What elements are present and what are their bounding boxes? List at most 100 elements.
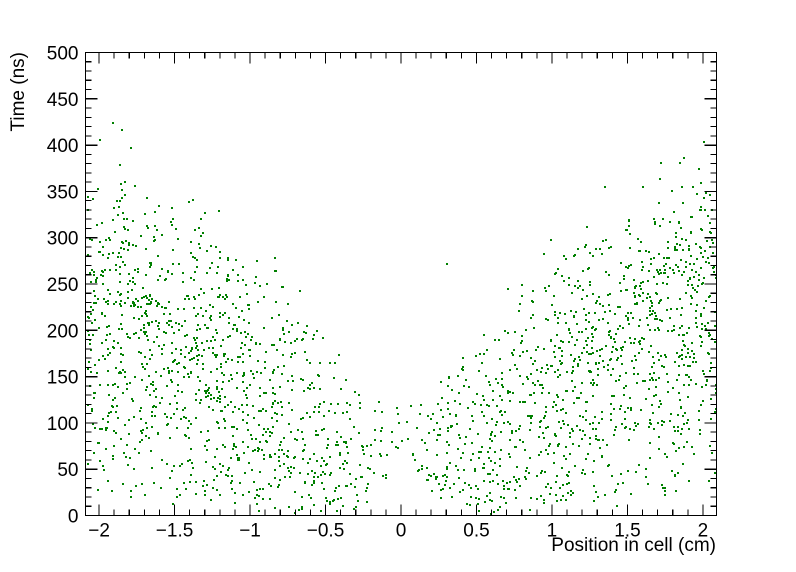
data-point [673, 443, 675, 445]
data-point [640, 288, 642, 290]
data-point [143, 324, 145, 326]
data-point [519, 375, 521, 377]
data-point [102, 418, 104, 420]
data-point [238, 316, 240, 318]
data-point [313, 480, 315, 482]
data-point [632, 317, 634, 319]
data-point [210, 398, 212, 400]
data-point [691, 216, 693, 218]
data-point [259, 387, 261, 389]
data-point [212, 306, 214, 308]
data-point [602, 318, 604, 320]
data-point [127, 249, 129, 251]
data-point [496, 405, 498, 407]
data-point [224, 446, 226, 448]
data-point [572, 366, 574, 368]
data-point [265, 431, 267, 433]
data-point [154, 211, 156, 213]
data-point [138, 452, 140, 454]
data-point [366, 487, 368, 489]
data-point [192, 199, 194, 201]
data-point [582, 430, 584, 432]
data-point [144, 312, 146, 314]
data-point [579, 415, 581, 417]
data-point [614, 491, 616, 493]
data-point [567, 492, 569, 494]
data-point [241, 404, 243, 406]
data-point [243, 319, 245, 321]
data-point [490, 433, 492, 435]
data-point [682, 249, 684, 251]
data-point [271, 317, 273, 319]
data-point [194, 271, 196, 273]
data-point [657, 271, 659, 273]
data-point [702, 370, 704, 372]
data-point [196, 355, 198, 357]
data-point [691, 350, 693, 352]
data-point [204, 490, 206, 492]
data-point [145, 389, 147, 391]
data-point [216, 386, 218, 388]
data-point [230, 401, 232, 403]
data-point [180, 353, 182, 355]
data-point [145, 248, 147, 250]
data-point [302, 438, 304, 440]
data-point [170, 320, 172, 322]
data-point [101, 313, 103, 315]
data-point [607, 364, 609, 366]
data-point [499, 395, 501, 397]
data-point [288, 470, 290, 472]
data-point [265, 410, 267, 412]
data-point [700, 206, 702, 208]
data-point [657, 352, 659, 354]
data-point [581, 382, 583, 384]
data-point [279, 444, 281, 446]
data-point [200, 399, 202, 401]
data-point [195, 399, 197, 401]
data-point [599, 303, 601, 305]
data-point [161, 268, 163, 270]
data-point [249, 355, 251, 357]
data-point [197, 349, 199, 351]
data-point [183, 308, 185, 310]
data-point [207, 327, 209, 329]
data-point [687, 419, 689, 421]
data-point [228, 467, 230, 469]
data-point [617, 357, 619, 359]
data-point [474, 403, 476, 405]
data-point [543, 499, 545, 501]
data-point [681, 428, 683, 430]
data-point [562, 341, 564, 343]
data-point [301, 508, 303, 510]
data-point [572, 443, 574, 445]
data-point [412, 454, 414, 456]
data-point [620, 347, 622, 349]
data-point [139, 441, 141, 443]
data-point [559, 347, 561, 349]
data-point [134, 283, 136, 285]
data-point [132, 220, 134, 222]
data-point [565, 390, 567, 392]
data-point [595, 491, 597, 493]
data-point [672, 269, 674, 271]
data-point [418, 469, 420, 471]
data-point [565, 499, 567, 501]
data-point [446, 476, 448, 478]
data-point [610, 419, 612, 421]
data-point [649, 314, 651, 316]
data-point [329, 501, 331, 503]
data-point [269, 454, 271, 456]
data-point [123, 218, 125, 220]
data-point [265, 440, 267, 442]
data-point [520, 342, 522, 344]
data-point [407, 438, 409, 440]
data-point [179, 494, 181, 496]
data-point [158, 345, 160, 347]
data-point [297, 322, 299, 324]
data-point [685, 239, 687, 241]
data-point [463, 469, 465, 471]
data-point [601, 253, 603, 255]
data-point [581, 472, 583, 474]
data-point [651, 404, 653, 406]
data-point [190, 371, 192, 373]
